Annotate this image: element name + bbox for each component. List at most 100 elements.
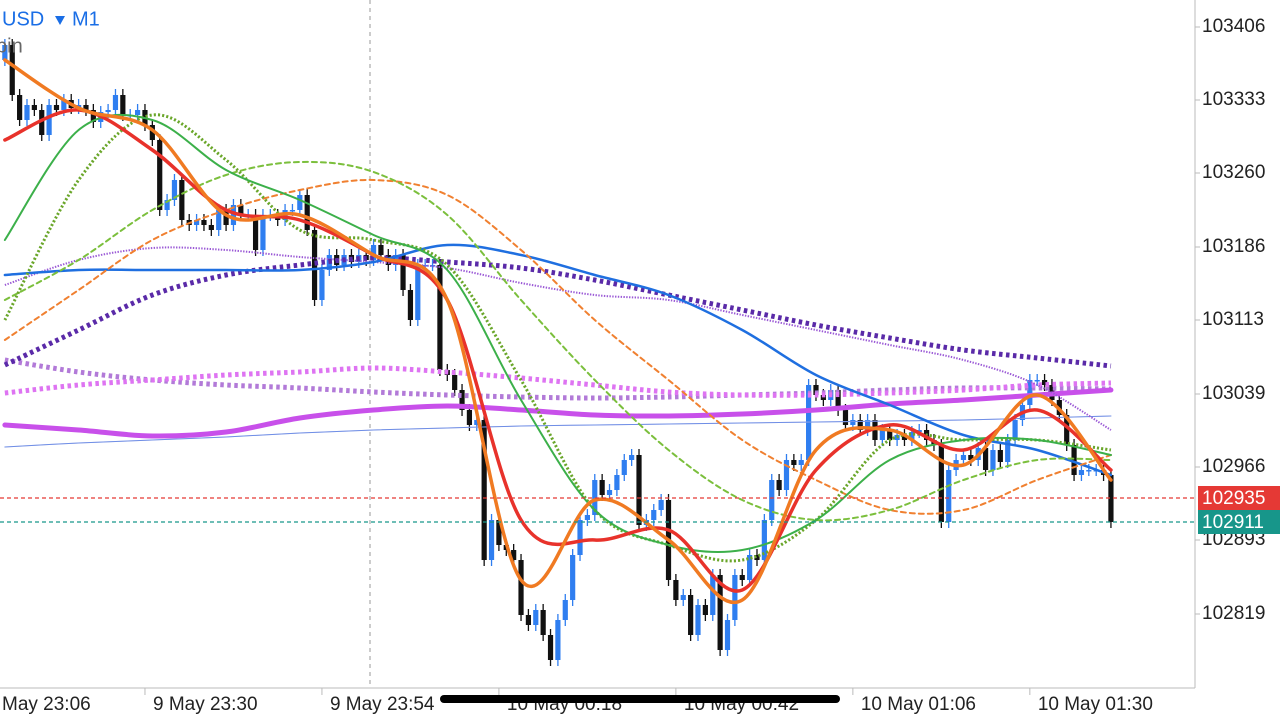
candle-body (171, 180, 178, 200)
moving-average-line (4, 357, 1111, 401)
candle-body (415, 265, 421, 320)
candle-body (695, 605, 701, 635)
candle-body (157, 140, 163, 210)
candle-body (149, 125, 155, 140)
candle-body (17, 95, 23, 120)
candle-body (289, 210, 296, 212)
candle-body (400, 255, 406, 290)
candle-body (990, 450, 996, 470)
subtitle: pin (0, 35, 23, 57)
candle-body (820, 395, 826, 400)
candle-body (179, 180, 185, 220)
candle-body (46, 105, 52, 135)
y-tick-label: 103113 (1202, 309, 1264, 330)
candle-body (518, 560, 524, 615)
candle-body (1012, 420, 1018, 440)
candle-body (378, 245, 384, 255)
moving-average-line (3, 160, 1112, 522)
home-indicator[interactable] (440, 695, 840, 703)
candle-body (739, 575, 745, 580)
candle-body (481, 420, 487, 560)
candle-body (606, 490, 613, 495)
candle-body (134, 110, 141, 115)
candle-body (842, 410, 849, 425)
candle-body (452, 375, 458, 390)
candle-body (887, 430, 893, 440)
candle-body (599, 480, 605, 495)
candle-body (724, 620, 731, 650)
timeframe[interactable]: M1 (72, 8, 100, 30)
candle-body (813, 385, 819, 395)
candle-body (570, 555, 576, 600)
candle-body (938, 445, 944, 522)
candle-body (835, 390, 841, 410)
candle-body (488, 520, 495, 560)
candle-body (201, 220, 207, 225)
candle-body (9, 45, 15, 95)
candle-body (437, 265, 443, 370)
candle-body (702, 605, 708, 615)
moving-average-line (4, 246, 1112, 431)
candle-body (533, 610, 539, 625)
candle-body (1078, 470, 1085, 475)
candle-body (2, 45, 8, 60)
candle-body (216, 210, 222, 230)
candle-body (960, 455, 967, 460)
candle-body (791, 460, 797, 465)
moving-average-line (4, 365, 1112, 398)
candle-body (636, 455, 642, 525)
candle-body (164, 200, 170, 210)
candle-body (105, 110, 111, 112)
candle-body (584, 515, 590, 520)
candle-body (798, 460, 804, 465)
y-tick-label: 102819 (1202, 603, 1265, 624)
candle-body (540, 610, 546, 635)
candle-body (208, 225, 214, 230)
candle-body (1027, 380, 1033, 405)
moving-average-line (3, 255, 1112, 369)
candle-body (901, 435, 908, 440)
moving-average-line (3, 113, 1112, 554)
candle-body (31, 105, 37, 110)
candle-body (997, 450, 1003, 462)
candle-body (311, 230, 318, 300)
candle-body (370, 245, 377, 260)
moving-average-line (3, 178, 1112, 515)
candle-body (865, 420, 871, 430)
candle-body (1005, 440, 1011, 462)
candle-body (61, 100, 67, 110)
candle-body (53, 105, 60, 110)
candle-body (562, 600, 568, 620)
symbol[interactable]: USD (2, 8, 44, 30)
candle-body (407, 290, 414, 320)
candle-body (621, 460, 627, 475)
moving-average-line (2, 387, 1114, 439)
plot-area (0, 39, 1195, 666)
candle-body (850, 420, 856, 425)
candle-body (120, 95, 126, 115)
y-tick-label: 102893 (1202, 529, 1265, 550)
candle-body (24, 105, 30, 120)
candle-body (761, 520, 767, 560)
y-tick-label: 103186 (1202, 236, 1265, 257)
candle-body (112, 95, 119, 110)
candle-body (223, 210, 229, 225)
price-label: 102935 (1202, 488, 1265, 509)
candle-body (238, 205, 244, 215)
y-tick-label: 103406 (1202, 16, 1265, 37)
symbol-dropdown-icon[interactable] (55, 16, 65, 25)
candle-body (879, 430, 885, 440)
candle-body (260, 215, 266, 250)
candle-body (511, 550, 517, 560)
candle-body (304, 195, 310, 230)
x-tick-label: May 23:06 (2, 694, 91, 715)
candle-body (982, 448, 989, 470)
candle-body (1064, 415, 1070, 445)
candle-body (857, 420, 863, 430)
candle-body (680, 595, 686, 600)
candle-body (673, 580, 679, 600)
candle-body (525, 615, 532, 625)
x-tick-label: 9 May 23:54 (330, 694, 435, 715)
